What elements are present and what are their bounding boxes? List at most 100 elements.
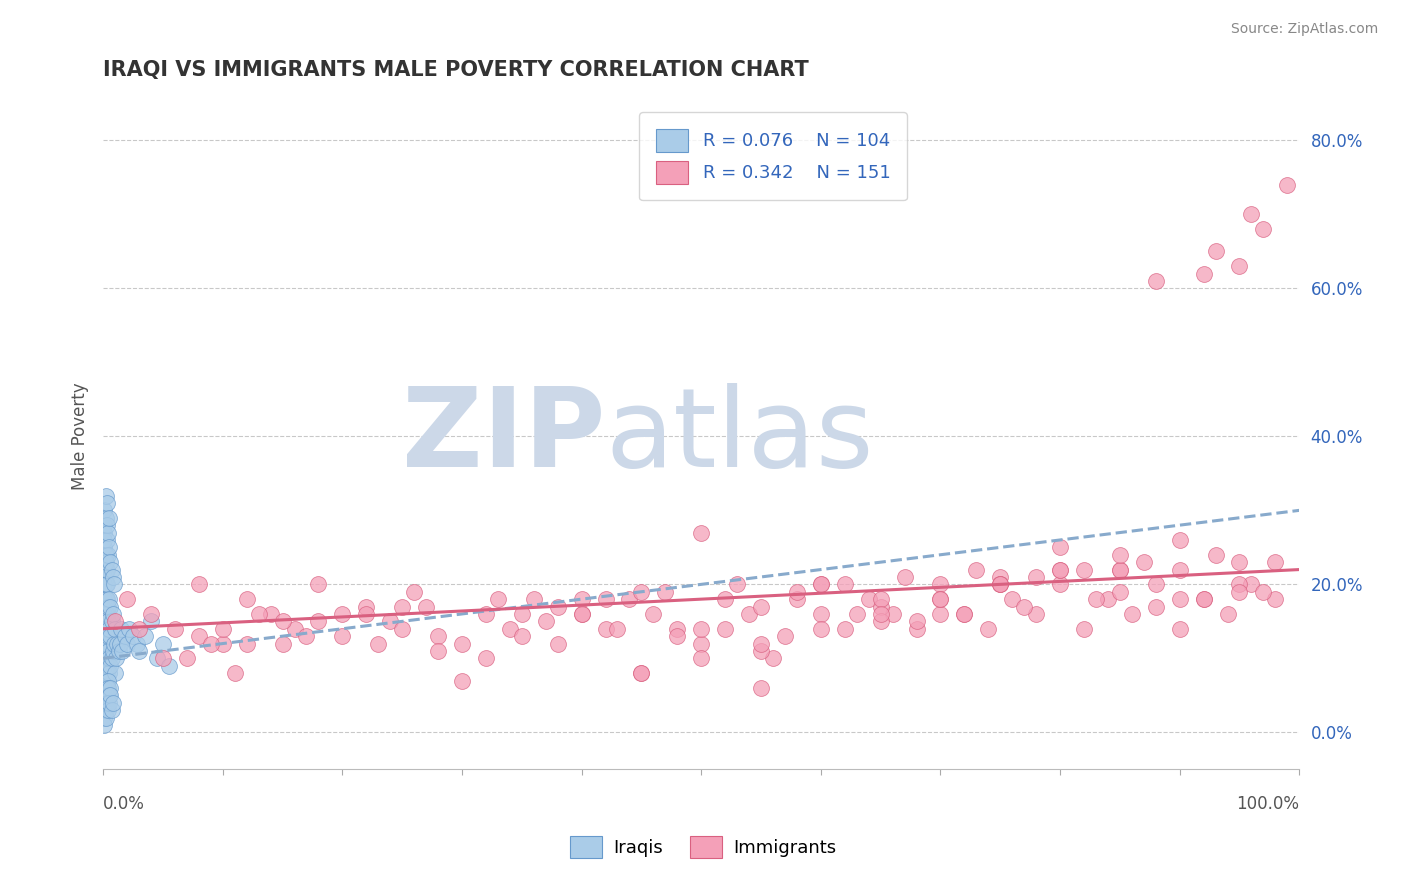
Point <box>211 622 233 636</box>
Text: atlas: atlas <box>606 383 875 490</box>
Point <box>105 651 128 665</box>
Point <box>749 644 772 658</box>
Point <box>94 607 117 621</box>
Point <box>749 599 772 614</box>
Point <box>152 636 174 650</box>
Point <box>94 673 117 688</box>
Point <box>107 644 129 658</box>
Text: 100.0%: 100.0% <box>1236 796 1299 814</box>
Point <box>1097 592 1119 607</box>
Text: ZIP: ZIP <box>402 383 606 490</box>
Point <box>547 636 569 650</box>
Point <box>977 622 1000 636</box>
Point <box>571 607 593 621</box>
Point <box>94 489 117 503</box>
Point <box>1168 592 1191 607</box>
Point <box>100 703 122 717</box>
Point <box>93 518 115 533</box>
Point <box>1205 548 1227 562</box>
Point <box>98 689 121 703</box>
Point <box>187 577 209 591</box>
Point <box>1205 244 1227 259</box>
Point <box>391 599 413 614</box>
Point <box>163 622 186 636</box>
Point <box>451 636 474 650</box>
Point <box>93 718 115 732</box>
Point <box>571 592 593 607</box>
Point <box>988 577 1011 591</box>
Point <box>96 651 118 665</box>
Point <box>100 563 122 577</box>
Point <box>391 622 413 636</box>
Point <box>905 615 928 629</box>
Point <box>1168 622 1191 636</box>
Point <box>98 592 121 607</box>
Point <box>738 607 761 621</box>
Point <box>1108 563 1130 577</box>
Point <box>486 592 509 607</box>
Point <box>1144 577 1167 591</box>
Point <box>94 555 117 569</box>
Point <box>96 681 118 695</box>
Point <box>97 681 120 695</box>
Point <box>1192 267 1215 281</box>
Point <box>367 636 389 650</box>
Point <box>98 541 121 555</box>
Point <box>630 584 652 599</box>
Point <box>786 584 808 599</box>
Point <box>93 689 115 703</box>
Point <box>115 592 138 607</box>
Point <box>1168 533 1191 547</box>
Point <box>100 615 122 629</box>
Point <box>94 710 117 724</box>
Point <box>93 696 115 710</box>
Point <box>96 592 118 607</box>
Text: Source: ZipAtlas.com: Source: ZipAtlas.com <box>1230 22 1378 37</box>
Point <box>762 651 785 665</box>
Point <box>1144 274 1167 288</box>
Point <box>97 703 120 717</box>
Point <box>786 592 808 607</box>
Point <box>1277 178 1299 192</box>
Point <box>94 689 117 703</box>
Point <box>427 629 450 643</box>
Point <box>451 673 474 688</box>
Legend: R = 0.076    N = 104, R = 0.342    N = 151: R = 0.076 N = 104, R = 0.342 N = 151 <box>640 112 907 201</box>
Point <box>1229 259 1251 273</box>
Point <box>93 636 115 650</box>
Point <box>882 607 904 621</box>
Point <box>94 703 117 717</box>
Point <box>619 592 641 607</box>
Point <box>415 599 437 614</box>
Point <box>93 541 115 555</box>
Point <box>200 636 222 650</box>
Point <box>630 666 652 681</box>
Point <box>94 548 117 562</box>
Point <box>98 510 121 524</box>
Point <box>101 644 124 658</box>
Point <box>98 666 121 681</box>
Point <box>427 644 450 658</box>
Point <box>1168 563 1191 577</box>
Point <box>773 629 796 643</box>
Point <box>96 696 118 710</box>
Point <box>630 666 652 681</box>
Point <box>690 525 713 540</box>
Point <box>1253 584 1275 599</box>
Point <box>356 599 378 614</box>
Point <box>810 577 832 591</box>
Point <box>690 636 713 650</box>
Point <box>94 592 117 607</box>
Point <box>1108 548 1130 562</box>
Point <box>475 651 498 665</box>
Point <box>94 563 117 577</box>
Point <box>953 607 976 621</box>
Point <box>93 563 115 577</box>
Point <box>1049 577 1071 591</box>
Point <box>1001 592 1024 607</box>
Point <box>475 607 498 621</box>
Point <box>869 599 891 614</box>
Point <box>1229 577 1251 591</box>
Point <box>307 615 329 629</box>
Point <box>247 607 270 621</box>
